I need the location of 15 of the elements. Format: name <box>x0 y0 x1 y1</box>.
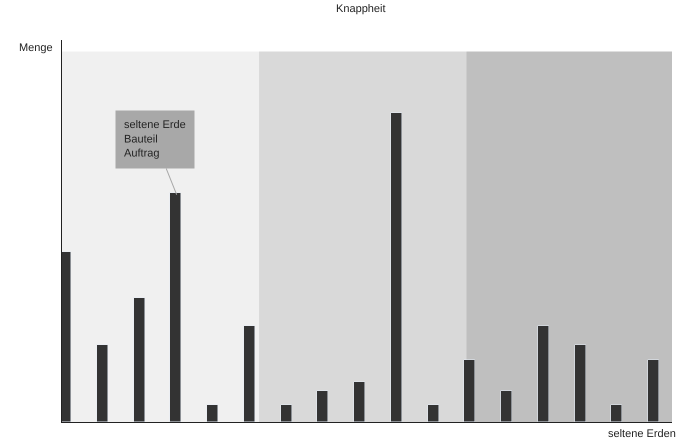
bar <box>500 390 512 422</box>
bar <box>610 404 622 422</box>
bar <box>316 390 328 422</box>
bar <box>574 344 586 422</box>
bar <box>464 360 475 422</box>
x-axis-title: seltene Erden <box>608 428 676 440</box>
bar <box>390 112 402 422</box>
text: Menge <box>19 42 53 54</box>
bar <box>538 326 549 422</box>
chart-title: Knappheit <box>336 3 386 15</box>
bar <box>280 404 292 422</box>
bar <box>648 360 659 422</box>
bar <box>428 404 439 422</box>
bar <box>354 382 365 422</box>
annotation: seltene Erde Bauteil Auftrag <box>124 119 186 160</box>
